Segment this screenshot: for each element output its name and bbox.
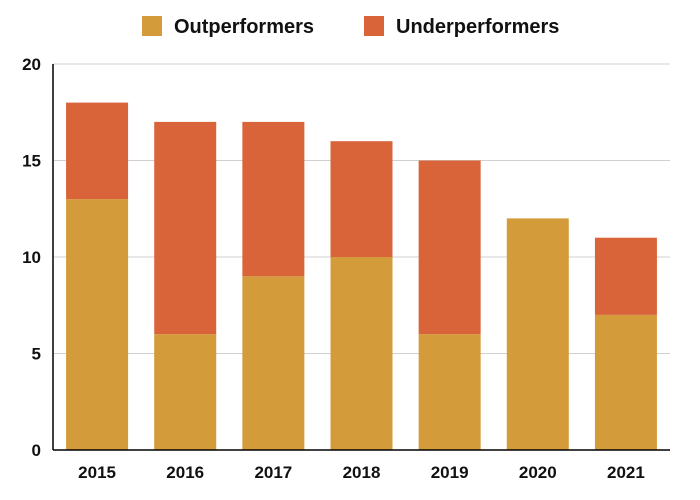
bar-2016-underperformers (154, 121, 217, 335)
legend-label-underperformers: Underperformers (396, 16, 559, 38)
y-tick-label-0: 0 (32, 441, 41, 460)
bar-2019-underperformers (418, 160, 481, 335)
x-tick-labels: 2015 2016 2017 2018 2019 2020 2021 (78, 463, 645, 482)
bar-2019-outperformers (418, 334, 481, 450)
y-tick-label-5: 5 (32, 345, 41, 364)
x-tick-label-2017: 2017 (254, 463, 292, 482)
bars (66, 102, 657, 450)
legend: Outperformers Underperformers (142, 16, 559, 38)
bar-2021-outperformers (594, 314, 657, 450)
x-tick-label-2020: 2020 (519, 463, 557, 482)
axes (52, 64, 670, 451)
bar-2018-outperformers (330, 257, 393, 450)
bar-2021-underperformers (594, 237, 657, 315)
x-tick-label-2015: 2015 (78, 463, 116, 482)
y-tick-labels: 0 5 10 15 20 (22, 55, 41, 460)
legend-label-outperformers: Outperformers (174, 16, 314, 38)
x-tick-label-2018: 2018 (343, 463, 381, 482)
x-tick-label-2021: 2021 (607, 463, 645, 482)
bar-2016-outperformers (154, 334, 217, 450)
legend-swatch-underperformers (364, 16, 384, 36)
bar-2018-underperformers (330, 141, 393, 257)
bar-2017-outperformers (242, 276, 305, 450)
x-tick-label-2019: 2019 (431, 463, 469, 482)
y-tick-label-15: 15 (22, 152, 41, 171)
y-tick-label-10: 10 (22, 248, 41, 267)
legend-swatch-outperformers (142, 16, 162, 36)
bar-2015-outperformers (66, 199, 129, 450)
y-tick-label-20: 20 (22, 55, 41, 74)
bar-2015-underperformers (66, 102, 129, 200)
bar-2020-outperformers (506, 218, 569, 450)
x-tick-label-2016: 2016 (166, 463, 204, 482)
bar-2017-underperformers (242, 121, 305, 277)
